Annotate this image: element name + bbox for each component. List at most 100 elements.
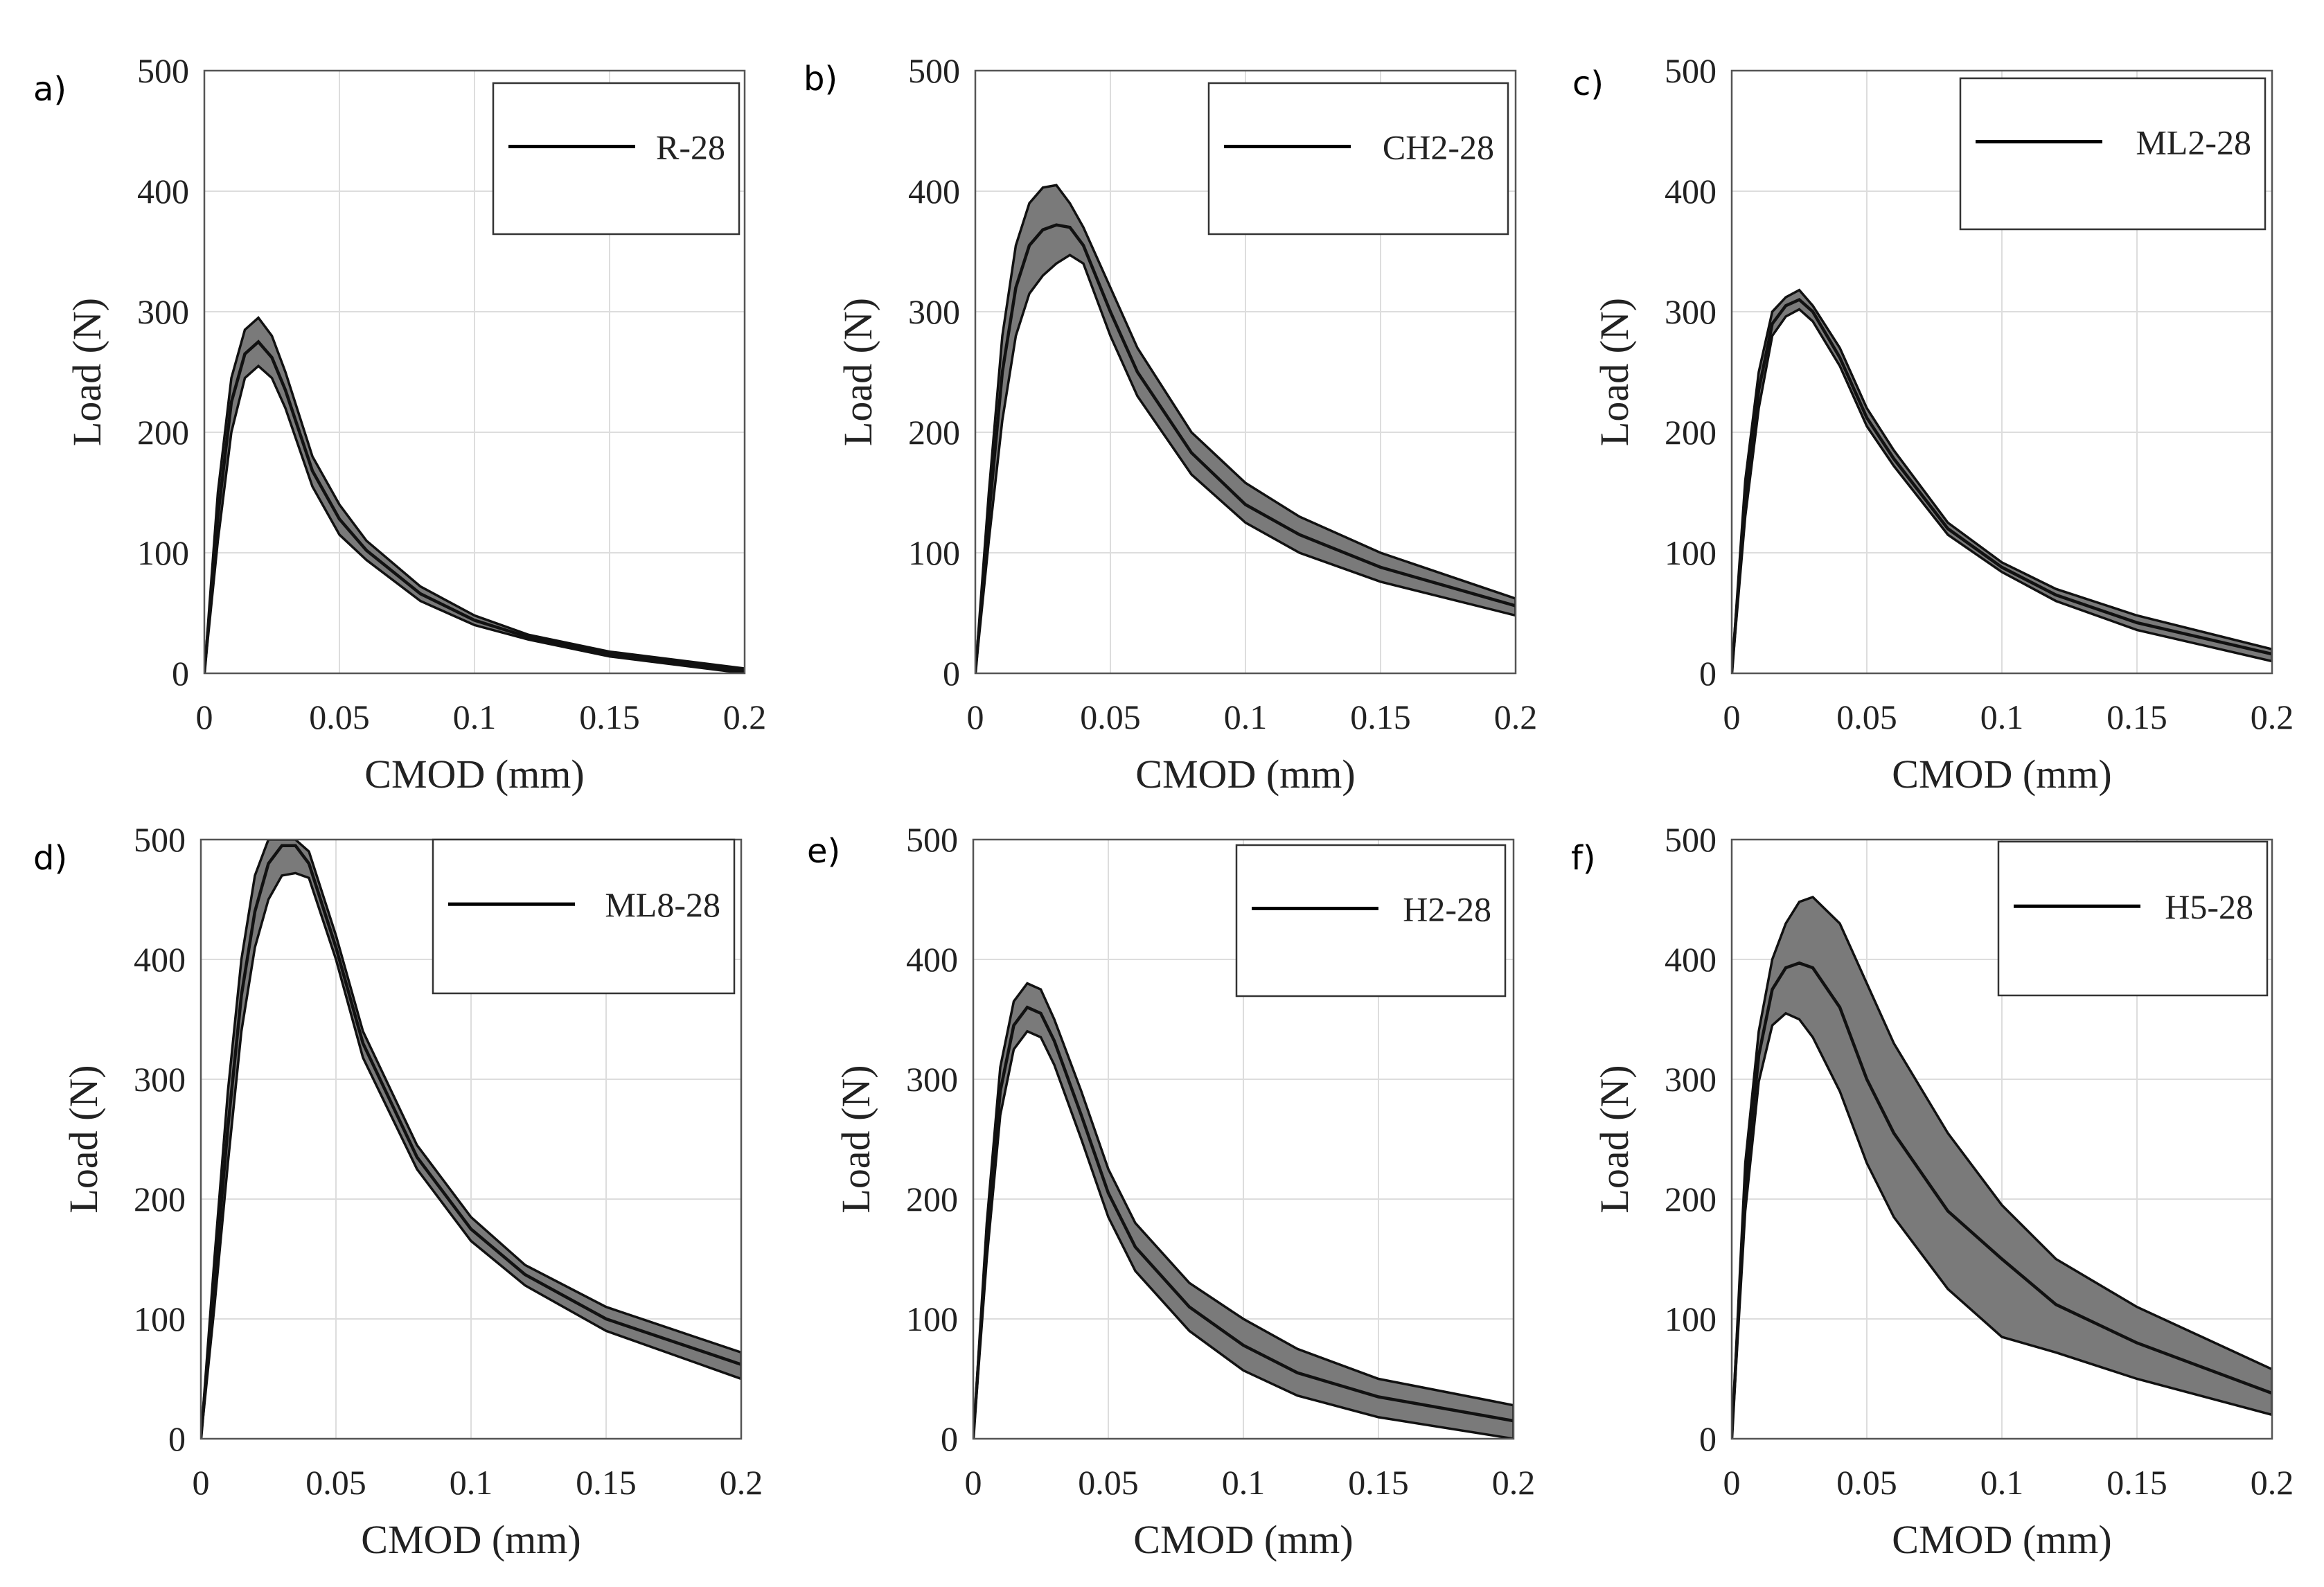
x-tick-label: 0.15 (1348, 1463, 1409, 1502)
plot-frame (203, 69, 746, 675)
x-axis-label: CMOD (mm) (1135, 752, 1355, 797)
x-tick-label: 0.05 (1078, 1463, 1139, 1502)
x-tick-label: 0.1 (1980, 698, 2024, 736)
mean-curve (201, 844, 741, 1439)
x-tick-label: 0.15 (576, 1463, 637, 1502)
x-tick-label: 0.15 (2106, 1463, 2167, 1502)
x-tick-label: 0.1 (1224, 698, 1268, 736)
x-tick-label: 0.05 (305, 1463, 366, 1502)
y-axis-label: Load (N) (835, 298, 880, 446)
x-tick-label: 0.05 (1080, 698, 1141, 736)
data-layer (975, 184, 1516, 673)
y-tick-label: 200 (908, 413, 960, 452)
x-tick-label: 0.1 (450, 1463, 493, 1502)
y-tick-label: 200 (134, 1180, 186, 1218)
mean-curve (1732, 297, 2272, 673)
panel-letter: f) (1571, 839, 1596, 878)
y-tick-label: 300 (908, 292, 960, 331)
y-tick-label: 400 (1665, 940, 1717, 979)
mean-curve (973, 1005, 1514, 1439)
x-tick-label: 0.2 (720, 1463, 763, 1502)
x-tick-label: 0.1 (1222, 1463, 1266, 1502)
x-tick-label: 0.1 (453, 698, 497, 736)
data-layer (1732, 288, 2272, 673)
panel-letter: e) (807, 832, 840, 871)
chart-panel-3: c) 0 0.05 0.1 0.15 0.2 0 100 200 300 400 500 CMOD (m… (1572, 51, 2294, 797)
legend-box (492, 82, 740, 236)
x-tick-label: 0.2 (1492, 1463, 1536, 1502)
y-tick-label: 500 (906, 820, 958, 859)
mean-curve (975, 223, 1516, 673)
data-layer (201, 840, 741, 1439)
x-tick-label: 0.2 (2251, 698, 2294, 736)
plot-frame (1730, 69, 2273, 675)
y-tick-label: 100 (908, 533, 960, 572)
x-tick-label: 0.05 (1836, 1463, 1897, 1502)
x-tick-label: 0.1 (1980, 1463, 2024, 1502)
legend-label: H5-28 (2165, 887, 2253, 926)
chart-panel-6: f) 0 0.05 0.1 0.15 0.2 0 100 200 300 400 500 CMOD (m… (1571, 820, 2294, 1562)
y-tick-label: 400 (134, 940, 186, 979)
y-tick-label: 400 (1665, 172, 1717, 211)
confidence-band (973, 982, 1514, 1439)
y-axis-label: Load (N) (64, 298, 109, 446)
x-tick-label: 0.05 (309, 698, 370, 736)
confidence-band (204, 316, 745, 673)
x-tick-label: 0 (967, 698, 984, 736)
confidence-band (201, 840, 741, 1439)
legend-label: ML8-28 (605, 885, 720, 924)
x-axis-label: CMOD (mm) (364, 752, 584, 797)
chart-panel-4: d) 0 0.05 0.1 0.15 0.2 0 100 200 300 400 500 CMOD (m… (33, 820, 763, 1562)
legend-box (1235, 844, 1507, 998)
y-tick-label: 200 (137, 413, 189, 452)
x-tick-label: 0.15 (579, 698, 640, 736)
plot-frame (1730, 838, 2273, 1440)
y-tick-label: 0 (172, 654, 189, 693)
plot-frame (972, 838, 1515, 1440)
y-tick-label: 0 (1699, 1419, 1717, 1458)
panel-letter: a) (33, 70, 66, 109)
legend-box (1207, 82, 1509, 236)
y-tick-label: 500 (134, 820, 186, 859)
y-axis-label: Load (N) (1592, 1065, 1637, 1213)
legend-label: CH2-28 (1383, 128, 1494, 167)
legend-label: H2-28 (1403, 890, 1491, 929)
y-tick-label: 200 (1665, 1180, 1717, 1218)
y-tick-label: 300 (1665, 1060, 1717, 1099)
x-tick-label: 0 (193, 1463, 210, 1502)
y-tick-label: 100 (134, 1300, 186, 1338)
x-tick-label: 0 (196, 698, 213, 736)
mean-curve (1732, 961, 2272, 1439)
confidence-band (1732, 288, 2272, 673)
y-tick-label: 500 (1665, 820, 1717, 859)
legend-label: ML2-28 (2136, 123, 2251, 162)
y-tick-label: 0 (1699, 654, 1717, 693)
x-tick-label: 0.05 (1836, 698, 1897, 736)
data-layer (1732, 895, 2272, 1439)
x-tick-label: 0.2 (723, 698, 767, 736)
mean-curve (204, 339, 745, 673)
y-axis-label: Load (N) (833, 1065, 878, 1213)
chart-panel-1: a) 0 0.05 0.1 0.15 0.2 0 100 200 300 400 500 CMOD (m… (33, 51, 766, 797)
confidence-band (1732, 895, 2272, 1439)
panel-letter: d) (33, 839, 67, 878)
x-axis-label: CMOD (mm) (1892, 752, 2111, 797)
x-tick-label: 0 (1723, 1463, 1741, 1502)
legend-label: R-28 (656, 128, 725, 167)
legend-box (1997, 840, 2269, 997)
y-tick-label: 200 (1665, 413, 1717, 452)
y-tick-label: 400 (137, 172, 189, 211)
x-axis-label: CMOD (mm) (1133, 1517, 1353, 1562)
y-tick-label: 0 (168, 1419, 186, 1458)
y-tick-label: 500 (1665, 51, 1717, 90)
y-tick-label: 500 (908, 51, 960, 90)
y-tick-label: 100 (1665, 533, 1717, 572)
legend-box (1959, 77, 2267, 231)
y-tick-label: 0 (941, 1419, 958, 1458)
y-tick-label: 300 (906, 1060, 958, 1099)
chart-panel-2: b) 0 0.05 0.1 0.15 0.2 0 100 200 300 400 500 CMOD (m… (804, 51, 1537, 797)
plot-frame (974, 69, 1517, 675)
y-tick-label: 200 (906, 1180, 958, 1218)
y-tick-label: 400 (906, 940, 958, 979)
